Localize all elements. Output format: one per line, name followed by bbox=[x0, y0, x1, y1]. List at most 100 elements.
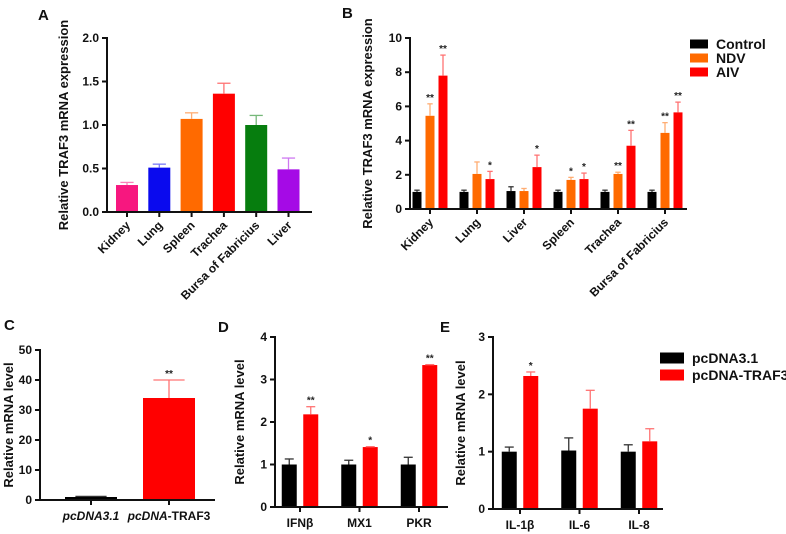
bar-d-1-1 bbox=[362, 447, 378, 507]
x-tick-label: IFNβ bbox=[287, 516, 314, 530]
bar-b-5-0 bbox=[647, 191, 657, 209]
y-tick-label: 10 bbox=[389, 31, 403, 45]
significance-label: ** bbox=[426, 354, 434, 365]
significance-label: * bbox=[368, 436, 372, 447]
x-tick-label: pcDNA3.1 bbox=[62, 509, 120, 523]
significance-label: ** bbox=[165, 369, 173, 380]
legend-swatch bbox=[690, 39, 708, 49]
significance-label: ** bbox=[674, 91, 682, 102]
x-tick-label: Lung bbox=[452, 215, 483, 246]
y-tick-label: 3 bbox=[478, 330, 485, 344]
significance-label: ** bbox=[439, 44, 447, 55]
bar-b-1-0 bbox=[459, 191, 469, 209]
legend-label: pcDNA3.1 bbox=[692, 350, 758, 366]
panel-label: A bbox=[38, 7, 49, 24]
panel-c: C Relative mRNA level 0 10 20 30 40 50 pcDNA3.1 *… bbox=[1, 317, 215, 523]
bar-b-2-1 bbox=[519, 191, 529, 209]
bar-a-0-0 bbox=[116, 185, 138, 212]
legend-label: Control bbox=[716, 36, 766, 52]
y-tick-label: 50 bbox=[19, 343, 33, 357]
y-tick-label: 1 bbox=[478, 445, 485, 459]
panel-a: A Relative TRAF3 mRNA expression 0.0 0.5 1.0… bbox=[38, 7, 312, 303]
y-tick-label: 1 bbox=[260, 458, 267, 472]
legend-swatch bbox=[660, 352, 684, 364]
bar-e-1-1 bbox=[582, 408, 598, 509]
y-tick-label: 6 bbox=[395, 99, 402, 113]
legend-swatch bbox=[660, 369, 684, 381]
bar-b-0-2 bbox=[438, 75, 448, 210]
bar-d-0-0 bbox=[281, 464, 297, 507]
panel-d: D Relative mRNA level 0 1 2 3 4 ** IFNβ * MX1 ** PKR bbox=[218, 319, 448, 530]
y-tick-label: 0 bbox=[395, 202, 402, 216]
panel-label: B bbox=[342, 5, 353, 22]
significance-label: * bbox=[529, 361, 533, 372]
y-tick-label: 2 bbox=[478, 387, 485, 401]
y-tick-label: 1.0 bbox=[82, 118, 99, 132]
bar-b-4-0 bbox=[600, 191, 610, 209]
legend-label: pcDNA-TRAF3 bbox=[692, 367, 786, 383]
y-axis-label: Relative TRAF3 mRNA expression bbox=[56, 20, 71, 231]
y-tick-label: 4 bbox=[395, 134, 402, 148]
bar-d-2-0 bbox=[400, 464, 416, 507]
x-tick-label: IL-6 bbox=[569, 518, 591, 532]
x-tick-label: Spleen bbox=[539, 215, 577, 253]
y-tick-label: 2.0 bbox=[82, 31, 99, 45]
y-tick-label: 0 bbox=[25, 493, 32, 507]
significance-label: * bbox=[582, 162, 586, 173]
y-tick-label: 2 bbox=[395, 168, 402, 182]
bar-b-3-2 bbox=[579, 179, 589, 209]
y-tick-label: 3 bbox=[260, 373, 267, 387]
bar-a-5-0 bbox=[277, 169, 300, 212]
y-tick-label: 2 bbox=[260, 415, 267, 429]
legend-label: AIV bbox=[716, 64, 740, 80]
y-axis-label: Relative mRNA level bbox=[453, 360, 468, 485]
x-tick-label-rest: -TRAF3 bbox=[168, 509, 211, 523]
x-tick-label: Liver bbox=[500, 215, 530, 245]
x-tick-label: MX1 bbox=[347, 516, 372, 530]
legend-label: NDV bbox=[716, 50, 746, 66]
x-tick-label-italic: pcDNA bbox=[127, 509, 168, 523]
significance-label: ** bbox=[307, 396, 315, 407]
significance-label: ** bbox=[426, 93, 434, 104]
bar-c-0-0 bbox=[65, 497, 117, 500]
y-axis-label: Relative mRNA level bbox=[232, 359, 247, 484]
bar-b-0-1 bbox=[425, 115, 435, 209]
bar-e-0-0 bbox=[501, 451, 517, 509]
y-tick-label: 0 bbox=[260, 500, 267, 514]
panel-label: D bbox=[218, 319, 229, 336]
significance-label: ** bbox=[627, 119, 635, 130]
y-tick-label: 0 bbox=[478, 502, 485, 516]
bar-d-0-1 bbox=[303, 414, 319, 507]
legend-swatch bbox=[690, 53, 708, 63]
x-tick-label: PKR bbox=[406, 516, 432, 530]
significance-label: * bbox=[488, 160, 492, 171]
y-tick-label: 1.5 bbox=[82, 75, 99, 89]
significance-label: ** bbox=[614, 161, 622, 172]
x-tick-label: Bursa of Fabricius bbox=[587, 215, 672, 300]
bar-b-0-0 bbox=[412, 191, 422, 209]
bar-b-4-2 bbox=[626, 145, 636, 209]
bar-b-2-2 bbox=[532, 167, 542, 209]
y-axis-label: Relative TRAF3 mRNA expression bbox=[360, 18, 375, 229]
bar-e-2-0 bbox=[620, 451, 636, 509]
bar-a-2-0 bbox=[180, 118, 203, 212]
bar-b-5-2 bbox=[673, 112, 683, 209]
bar-b-2-0 bbox=[506, 191, 516, 209]
panel-e: E Relative mRNA level 0 1 2 3 * IL-1β IL-6 IL-8 pc… bbox=[440, 319, 786, 532]
x-tick-label-italic: pcDNA3.1 bbox=[62, 509, 120, 523]
bar-e-0-1 bbox=[523, 375, 539, 509]
x-tick-label: IL-1β bbox=[506, 518, 535, 532]
y-tick-label: 40 bbox=[19, 373, 33, 387]
significance-label: * bbox=[535, 144, 539, 155]
bar-d-2-1 bbox=[422, 365, 438, 507]
bar-b-1-2 bbox=[485, 179, 495, 209]
y-tick-label: 4 bbox=[260, 330, 267, 344]
bar-b-3-0 bbox=[553, 191, 563, 209]
bar-a-3-0 bbox=[212, 93, 235, 212]
y-tick-label: 0.5 bbox=[82, 162, 99, 176]
bar-b-3-1 bbox=[566, 179, 576, 209]
